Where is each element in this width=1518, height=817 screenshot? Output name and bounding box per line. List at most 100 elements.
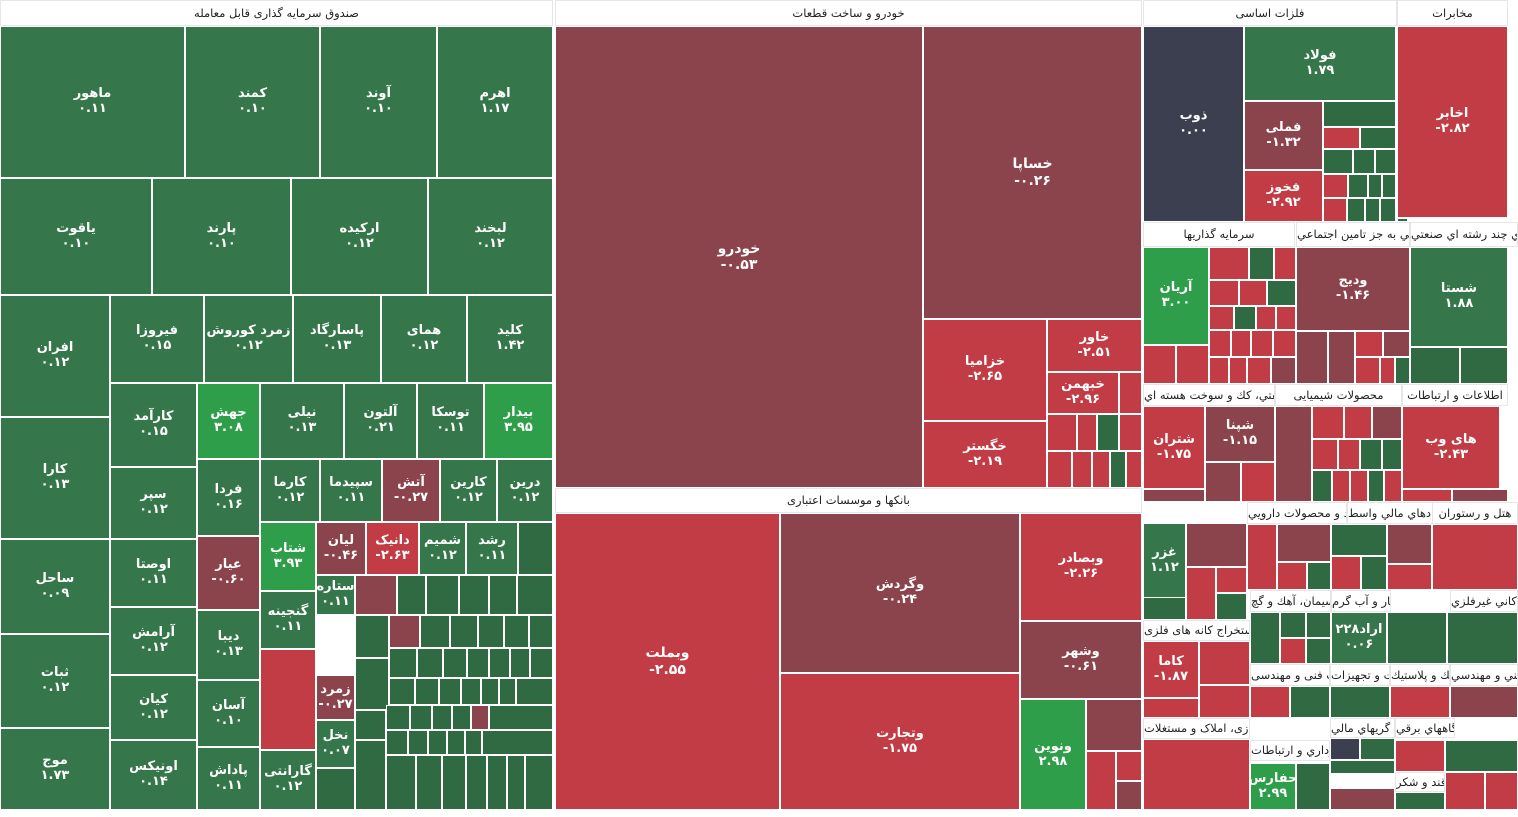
tile-41[interactable]: زمرد -۰.۲۷ <box>316 675 355 720</box>
filler-tile[interactable] <box>1368 174 1382 198</box>
filler-tile[interactable] <box>1047 414 1077 451</box>
filler-tile[interactable] <box>510 648 530 678</box>
tile-59[interactable]: اخابر -۲.۸۲ <box>1397 26 1508 218</box>
tile-71[interactable]: های وب -۲.۴۳ <box>1402 406 1500 489</box>
sector-header-supply[interactable]: عرضه برق، گاز، بخار و آب گرم <box>1331 590 1391 612</box>
filler-tile[interactable] <box>1276 306 1296 330</box>
filler-tile[interactable] <box>410 705 432 730</box>
tile-18[interactable]: توسکا ۰.۱۱ <box>417 383 484 459</box>
filler-tile[interactable] <box>1110 451 1126 488</box>
filler-tile[interactable] <box>1395 740 1445 772</box>
filler-tile[interactable] <box>452 705 471 730</box>
sector-header-sugar[interactable]: قند و شكر <box>1395 772 1445 792</box>
tile-70[interactable]: شپنا -۱.۱۵ <box>1205 406 1275 462</box>
filler-tile[interactable] <box>1247 524 1277 590</box>
sector-header-cement[interactable]: سيمان، آهك و گچ <box>1250 590 1331 612</box>
sector-header-hotel[interactable]: هتل و رستوران <box>1432 502 1518 524</box>
tile-33[interactable]: رشد ۰.۱۱ <box>466 522 518 575</box>
filler-tile[interactable] <box>1402 489 1452 502</box>
tile-35[interactable]: اوصتا ۰.۱۱ <box>110 539 197 607</box>
filler-tile[interactable] <box>1277 524 1331 562</box>
filler-tile[interactable] <box>1199 685 1250 718</box>
tile-42[interactable]: کیان ۰.۱۲ <box>110 675 197 740</box>
sector-header-pension[interactable]: صندوق بازنشستگي به جز تامين اجتماعي <box>1296 222 1410 247</box>
tile-32[interactable]: شمیم ۰.۱۲ <box>419 522 466 575</box>
tile-44[interactable]: نخل ۰.۰۷ <box>316 720 355 768</box>
filler-tile[interactable] <box>1365 198 1380 222</box>
filler-tile[interactable] <box>1360 127 1396 149</box>
tile-48[interactable]: گارانتی ۰.۱۲ <box>260 750 316 810</box>
filler-tile[interactable] <box>1485 772 1518 810</box>
tile-4[interactable]: یاقوت ۰.۱۰ <box>0 178 152 295</box>
tile-30[interactable]: لیان -۰.۴۶ <box>316 522 366 575</box>
filler-tile[interactable] <box>386 755 416 810</box>
tile-28[interactable]: عیار -۰.۶۰ <box>197 536 260 610</box>
filler-tile[interactable] <box>1360 738 1395 760</box>
filler-tile[interactable] <box>1199 641 1250 685</box>
filler-tile[interactable] <box>471 705 489 730</box>
tile-65[interactable]: ونوین ۲.۹۸ <box>1020 699 1086 810</box>
filler-tile[interactable] <box>1332 470 1350 502</box>
filler-tile[interactable] <box>1387 564 1432 590</box>
filler-tile[interactable] <box>1267 280 1296 306</box>
filler-tile[interactable] <box>1296 763 1330 810</box>
tile-2[interactable]: آوند ۰.۱۰ <box>320 26 437 178</box>
filler-tile[interactable] <box>1186 567 1216 620</box>
filler-tile[interactable] <box>1323 149 1353 174</box>
tile-12[interactable]: همای ۰.۱۲ <box>381 295 467 383</box>
filler-tile[interactable] <box>1447 612 1518 664</box>
sector-header-invest[interactable]: سرمایه گذاریها <box>1143 222 1295 247</box>
tile-36[interactable]: ستاره ۰.۱۱ <box>316 575 355 615</box>
filler-tile[interactable] <box>1312 470 1332 502</box>
filler-tile[interactable] <box>467 648 489 678</box>
filler-tile[interactable] <box>355 615 389 658</box>
filler-tile[interactable] <box>1380 198 1396 222</box>
tile-66[interactable]: آریان ۳.۰۰ <box>1143 247 1209 345</box>
filler-tile[interactable] <box>355 658 389 710</box>
filler-tile[interactable] <box>1450 686 1518 718</box>
filler-tile[interactable] <box>1323 101 1396 127</box>
filler-tile[interactable] <box>1209 330 1231 357</box>
filler-tile[interactable] <box>529 615 553 648</box>
tile-72[interactable]: غزر ۱.۱۲ <box>1143 523 1186 598</box>
filler-tile[interactable] <box>1116 751 1142 781</box>
tile-24[interactable]: سپیدما ۰.۱۱ <box>320 459 382 522</box>
tile-23[interactable]: کارما ۰.۱۲ <box>260 459 320 522</box>
tile-64[interactable]: وشهر -۰.۶۱ <box>1020 621 1142 699</box>
filler-tile[interactable] <box>439 678 461 705</box>
tile-20[interactable]: کارا ۰.۱۳ <box>0 417 110 539</box>
filler-tile[interactable] <box>428 730 447 755</box>
tile-73[interactable]: اراد۲۲۸ ۰.۰۶ <box>1331 612 1387 664</box>
sector-header-pharma[interactable]: مواد و محصولات دارويي <box>1247 502 1347 524</box>
filler-tile[interactable] <box>1086 699 1142 751</box>
tile-54[interactable]: خگستر -۲.۱۹ <box>923 421 1047 488</box>
filler-tile[interactable] <box>466 755 487 810</box>
sector-header-tech[interactable]: فعاليتهاي فني و مهندسي <box>1450 664 1518 686</box>
filler-tile[interactable] <box>1330 788 1395 810</box>
filler-tile[interactable] <box>1092 451 1110 488</box>
filler-tile[interactable] <box>465 730 482 755</box>
filler-tile[interactable] <box>386 730 408 755</box>
filler-tile[interactable] <box>489 648 510 678</box>
filler-tile[interactable] <box>389 678 415 705</box>
sector-header-telecom[interactable]: مخابرات <box>1397 0 1508 26</box>
filler-tile[interactable] <box>1274 247 1296 280</box>
tile-57[interactable]: فملی -۱.۳۲ <box>1244 101 1323 170</box>
filler-tile[interactable] <box>1209 357 1229 384</box>
filler-tile[interactable] <box>1397 218 1408 222</box>
tile-27[interactable]: درین ۰.۱۲ <box>497 459 553 522</box>
filler-tile[interactable] <box>1382 439 1402 470</box>
tile-3[interactable]: اهرم ۱.۱۷ <box>437 26 553 178</box>
filler-tile[interactable] <box>1387 524 1432 564</box>
filler-tile[interactable] <box>487 755 507 810</box>
tile-7[interactable]: لبخند ۰.۱۲ <box>428 178 553 295</box>
tile-0[interactable]: ماهور ۰.۱۱ <box>0 26 185 178</box>
filler-tile[interactable] <box>1143 739 1250 810</box>
filler-tile[interactable] <box>355 710 386 740</box>
filler-tile[interactable] <box>1116 781 1142 810</box>
filler-tile[interactable] <box>1209 306 1234 330</box>
tile-29[interactable]: شتاب ۳.۹۳ <box>260 522 316 591</box>
filler-tile[interactable] <box>461 678 481 705</box>
filler-tile[interactable] <box>482 730 553 755</box>
